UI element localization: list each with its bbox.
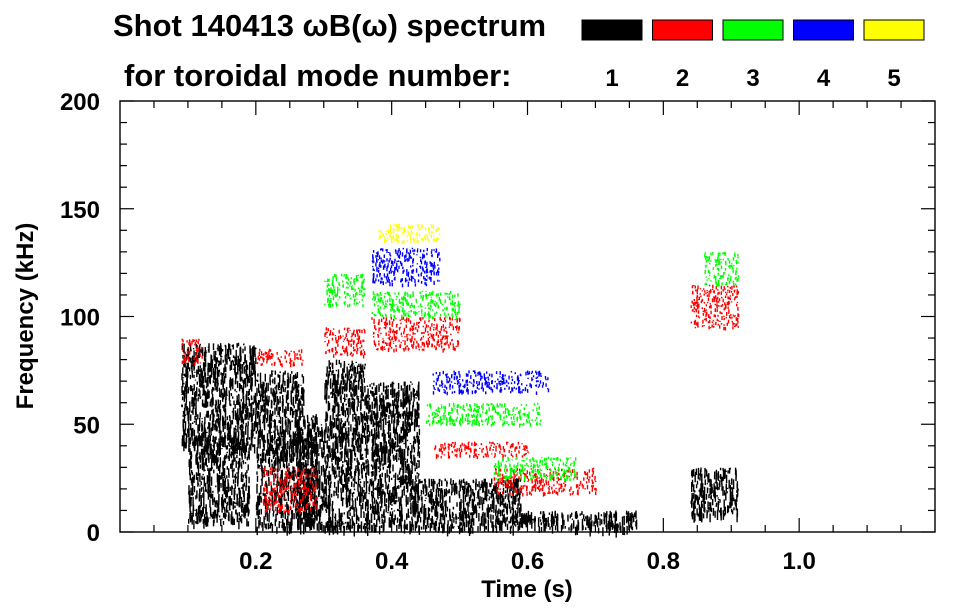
speckle-mark (371, 290, 461, 320)
x-tick-label: 0.6 (511, 548, 544, 575)
series-n3-region (371, 290, 461, 320)
series-n1-region (364, 381, 421, 536)
legend-label-n2: 2 (676, 65, 689, 92)
series-n1-region (514, 510, 638, 538)
series-n2-region (690, 284, 740, 331)
speckle-mark (188, 435, 251, 530)
x-tick-label: 0.8 (647, 548, 680, 575)
legend-swatch-n2 (652, 19, 713, 41)
y-tick-label: 100 (60, 305, 100, 332)
speckle-mark (704, 251, 740, 287)
y-tick-label: 50 (73, 412, 100, 439)
chart-title-line2: for toroidal mode number: (124, 58, 512, 93)
series-n1-region (412, 478, 522, 520)
x-axis-label: Time (s) (481, 576, 573, 603)
series-n2-region (371, 316, 461, 353)
y-tick-label: 0 (87, 520, 100, 547)
legend-label-n5: 5 (887, 65, 900, 92)
series-n2 (181, 284, 740, 514)
speckle-mark (425, 402, 542, 428)
speckle-mark (364, 381, 421, 536)
speckle-mark (255, 370, 305, 422)
speckle-mark (690, 284, 740, 331)
series-n3-region (704, 251, 740, 287)
series-n5 (378, 223, 441, 245)
series-n3 (324, 251, 740, 482)
speckle-mark (324, 327, 366, 359)
series-n1-region (690, 467, 739, 523)
legend-swatch-n1 (581, 19, 643, 41)
speckle-mark (493, 456, 577, 482)
speckle-mark (493, 467, 597, 497)
speckle-mark (371, 316, 461, 353)
speckle-mark (181, 342, 257, 456)
series-n1-region (323, 359, 366, 537)
series-n2-region (324, 327, 366, 359)
speckle-mark (323, 359, 366, 537)
series-n2-region (256, 348, 304, 368)
speckle-mark (419, 510, 529, 537)
series-n5-region (378, 223, 441, 245)
y-tick-label: 150 (60, 197, 100, 224)
speckle-mark (378, 223, 441, 245)
speckle-mark (324, 273, 366, 308)
series-n1-region (255, 370, 305, 422)
series-n2-region (493, 467, 597, 497)
speckle-mark (412, 478, 522, 520)
speckle-mark (432, 370, 550, 396)
y-tick-label: 200 (60, 89, 100, 116)
series-n2-region (181, 338, 203, 366)
speckle-mark (371, 247, 441, 288)
x-tick-label: 0.2 (239, 548, 272, 575)
series-n3-region (493, 456, 577, 482)
speckle-mark (262, 467, 318, 514)
legend: 1 2 3 4 5 (581, 19, 925, 92)
legend-label-n4: 4 (817, 65, 831, 92)
series-n4-region (432, 370, 550, 396)
speckle-mark (181, 338, 203, 366)
plot-marks (181, 223, 740, 538)
legend-label-n1: 1 (605, 65, 618, 92)
series-n4-region (371, 247, 441, 288)
x-tick-label: 1.0 (782, 548, 815, 575)
speckle-mark (690, 467, 739, 523)
legend-label-n3: 3 (746, 65, 759, 92)
speckle-mark (514, 510, 638, 538)
series-n2-region (262, 467, 318, 514)
speckle-mark (434, 441, 529, 460)
legend-swatch-n4 (793, 19, 854, 41)
legend-swatch-n5 (863, 19, 925, 41)
y-axis-label: Frequency (kHz) (12, 223, 39, 410)
series-n2-region (434, 441, 529, 460)
series-n1-region (181, 342, 257, 456)
series-n1-region (188, 435, 251, 530)
axes: 0.2 0.4 0.6 0.8 1.0 0 50 100 150 200 (60, 89, 935, 575)
series-n3-region (425, 402, 542, 428)
series-n3-region (324, 273, 366, 308)
speckle-mark (256, 348, 304, 368)
series-n1 (181, 342, 739, 538)
legend-swatch-n3 (722, 19, 784, 41)
series-n1-region (419, 510, 529, 537)
x-tick-label: 0.4 (375, 548, 409, 575)
chart-title-line1: Shot 140413 ωB(ω) spectrum (113, 8, 546, 43)
series-n4 (371, 247, 550, 396)
